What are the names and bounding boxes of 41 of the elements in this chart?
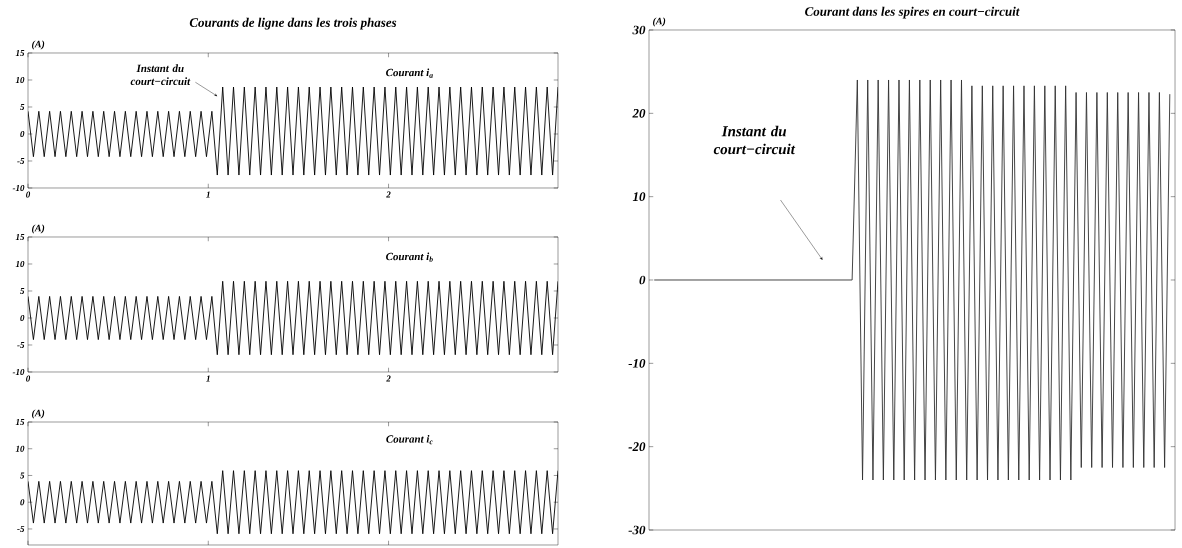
y-axis-title: (A) [32,40,45,50]
y-tick-label: 5 [20,104,25,110]
y-tick-label: 10 [15,76,25,84]
y-tick-label: -10 [12,184,25,192]
y-axis-title: (A) [32,409,45,419]
y-axis-title: (A) [653,17,666,27]
y-tick-label: 0 [639,275,646,285]
x-tick-label: 0 [26,375,31,382]
y-tick-label: 5 [20,288,25,294]
y-tick-label: 0 [20,130,25,138]
annotation: Courant i$_{c}$ [386,435,433,445]
y-tick-label: 15 [15,49,25,56]
annotation: Courant i$_{a}$ [386,68,433,78]
y-tick-label: 20 [632,108,646,118]
y-tick-label: -10 [628,358,646,368]
y-axis-title: (A) [32,224,45,234]
y-tick-label: -10 [12,368,25,376]
y-tick-label: -20 [628,442,646,452]
x-tick-label: 0 [26,191,31,198]
y-tick-label: -30 [628,525,646,535]
y-tick-label: 5 [20,472,25,479]
annotation: Instant du court−circuit [130,64,191,86]
y-tick-label: -5 [17,342,25,348]
y-tick-label: -5 [17,158,25,164]
y-tick-label: 15 [15,418,25,426]
y-tick-label: 15 [15,233,25,241]
annotation: Instant du court−circuit [713,125,796,155]
chart-title: Courant dans les spires en court−circuit [805,6,1020,19]
y-tick-label: 10 [632,192,646,202]
x-tick-label: 1 [206,191,210,198]
x-tick-label: 1 [206,375,210,382]
y-tick-label: 0 [20,314,25,322]
y-tick-label: -5 [17,525,25,532]
x-tick-label: 2 [386,191,391,198]
x-tick-label: 2 [386,375,391,382]
y-tick-label: 0 [20,499,25,506]
chart-title: Courants de ligne dans les trois phases [189,17,397,30]
annotation: Courant i$_{b}$ [386,252,433,262]
y-tick-label: 10 [15,260,25,268]
y-tick-label: 30 [632,25,646,35]
y-tick-label: 10 [15,445,25,452]
